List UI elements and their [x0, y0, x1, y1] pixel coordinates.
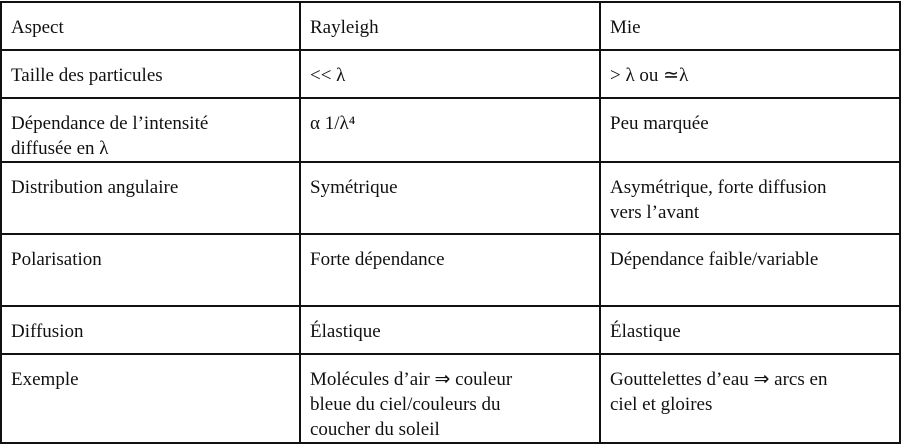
cell-text: Diffusion — [11, 321, 84, 342]
cell-text: ciel et gloires — [610, 394, 713, 415]
cell-text: Symétrique — [310, 177, 398, 198]
cell-text: Taille des particules — [11, 65, 163, 86]
cell-text: Molécules d’air ⇒ couleur — [310, 369, 513, 390]
cell-text: Exemple — [11, 369, 79, 390]
table-cell: Élastique — [299, 305, 601, 355]
cell-text: Gouttelettes d’eau ⇒ arcs en — [610, 369, 828, 390]
table-row: Diffusion Élastique Élastique — [0, 305, 901, 355]
table-cell: Peu marquée — [599, 97, 901, 163]
cell-text: coucher du soleil — [310, 419, 440, 440]
cell-text: Peu marquée — [610, 113, 709, 134]
table-cell: Dépendance de l’intensité diffusée en λ — [0, 97, 301, 163]
table-cell: Molécules d’air ⇒ couleur bleue du ciel/c… — [299, 353, 601, 444]
cell-text: Aspect — [11, 17, 64, 38]
header-row: Aspect Rayleigh Mie — [0, 1, 901, 51]
table-cell: Symétrique — [299, 161, 601, 235]
table-row: Exemple Molécules d’air ⇒ couleur bleue du… — [0, 353, 901, 444]
table-row: Polarisation Forte dépendance Dépendance f… — [0, 233, 901, 307]
cell-text: > λ ou ≃λ — [610, 65, 689, 86]
table-cell: α 1/λ⁴ — [299, 97, 601, 163]
table-cell: Asymétrique, forte diffusion vers l’avant — [599, 161, 901, 235]
table-cell: Taille des particules — [0, 49, 301, 99]
table-cell: Distribution angulaire — [0, 161, 301, 235]
cell-text: α 1/λ⁴ — [310, 113, 356, 134]
table-row: Dépendance de l’intensité diffusée en λ α … — [0, 97, 901, 163]
table-cell: Diffusion — [0, 305, 301, 355]
cell-text: Rayleigh — [310, 17, 379, 38]
table-cell: Élastique — [599, 305, 901, 355]
table-cell: Rayleigh — [299, 1, 601, 51]
table-cell: Polarisation — [0, 233, 301, 307]
cell-text: Élastique — [610, 321, 681, 342]
cell-text: vers l’avant — [610, 202, 700, 223]
table-cell: Mie — [599, 1, 901, 51]
table-cell: Dépendance faible/variable — [599, 233, 901, 307]
cell-text: Dépendance de l’intensité — [11, 113, 209, 134]
cell-text: Asymétrique, forte diffusion — [610, 177, 827, 198]
table-row: Taille des particules << λ > λ ou ≃λ — [0, 49, 901, 99]
cell-text: Mie — [610, 17, 641, 38]
cell-text: Dépendance faible/variable — [610, 249, 819, 270]
table-cell: << λ — [299, 49, 601, 99]
cell-text: Polarisation — [11, 249, 102, 270]
cell-text: bleue du ciel/couleurs du — [310, 394, 501, 415]
table-cell: Aspect — [0, 1, 301, 51]
cell-text: << λ — [310, 65, 346, 86]
table-cell: Forte dépendance — [299, 233, 601, 307]
table-cell: Exemple — [0, 353, 301, 444]
cell-text: Élastique — [310, 321, 381, 342]
cell-text: Distribution angulaire — [11, 177, 179, 198]
cell-text: Forte dépendance — [310, 249, 445, 270]
table-row: Distribution angulaire Symétrique Asymétri… — [0, 161, 901, 235]
table-cell: Gouttelettes d’eau ⇒ arcs en ciel et gloi… — [599, 353, 901, 444]
cell-text: diffusée en λ — [11, 138, 109, 159]
table-cell: > λ ou ≃λ — [599, 49, 901, 99]
